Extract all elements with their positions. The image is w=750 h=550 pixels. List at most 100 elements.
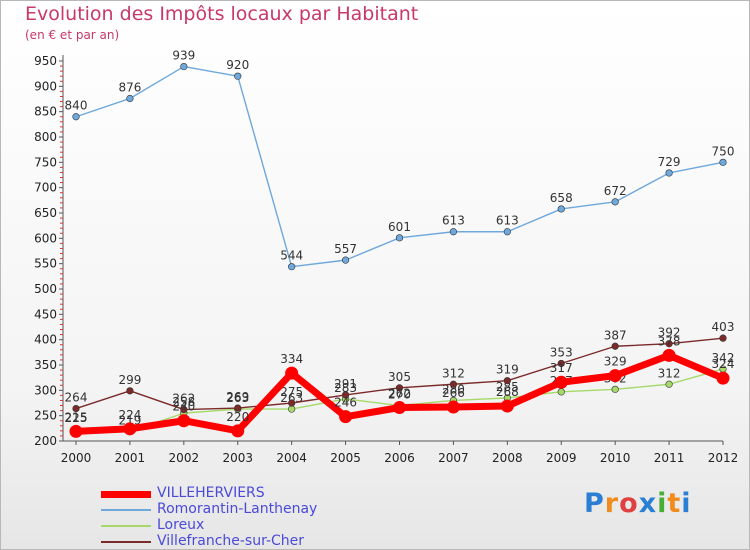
data-point xyxy=(339,410,353,424)
data-label: 729 xyxy=(658,155,681,169)
data-label: 275 xyxy=(280,385,303,399)
data-point xyxy=(126,94,134,103)
data-point xyxy=(500,399,514,413)
legend-swatch xyxy=(101,541,151,543)
data-label: 246 xyxy=(334,396,357,410)
legend-label: VILLEHERVIERS xyxy=(157,485,265,501)
data-label: 601 xyxy=(388,220,411,234)
data-point xyxy=(449,380,458,388)
x-tick-label: 2005 xyxy=(330,451,361,465)
data-label: 329 xyxy=(604,355,627,369)
data-label: 270 xyxy=(388,388,411,402)
data-label: 305 xyxy=(388,370,411,384)
data-point xyxy=(557,205,565,213)
data-point xyxy=(557,359,565,368)
data-point xyxy=(611,198,619,206)
data-point xyxy=(446,400,460,414)
data-point xyxy=(662,348,676,362)
logo-letter: P xyxy=(584,488,605,519)
data-label: 387 xyxy=(604,328,627,342)
data-point xyxy=(503,228,511,236)
x-tick-label: 2007 xyxy=(438,451,469,465)
data-label: 557 xyxy=(334,242,357,256)
x-tick-label: 2004 xyxy=(276,451,307,465)
y-tick-label: 750 xyxy=(34,155,57,169)
data-label: 324 xyxy=(712,357,735,371)
data-label: 920 xyxy=(226,58,249,72)
y-tick-label: 650 xyxy=(34,206,57,220)
y-tick-label: 450 xyxy=(34,307,57,321)
y-tick-label: 500 xyxy=(34,282,57,296)
y-tick-label: 550 xyxy=(34,257,57,271)
x-tick-label: 2008 xyxy=(492,451,523,465)
y-tick-label: 850 xyxy=(34,105,57,119)
data-label: 263 xyxy=(226,391,249,405)
data-label: 299 xyxy=(118,373,141,387)
y-tick-label: 400 xyxy=(34,333,57,347)
legend-item: Villefranche-sur-Cher xyxy=(101,533,361,550)
data-label: 312 xyxy=(658,366,681,380)
y-tick-label: 200 xyxy=(34,434,57,448)
legend-label: Villefranche-sur-Cher xyxy=(157,533,305,549)
series-romorantin-lanthenay: 840 876 939 920 544 557 601 613 613 658 672 729 750 xyxy=(65,49,735,271)
x-tick-label: 2012 xyxy=(708,451,739,465)
data-point xyxy=(608,369,622,383)
data-point xyxy=(72,404,80,413)
legend-label: Loreux xyxy=(157,517,205,533)
y-axis: 200 250 300 350 400 450 500 550 600 650 700 750 800 8… xyxy=(34,54,64,448)
x-tick-label: 2009 xyxy=(546,451,577,465)
data-label: 219 xyxy=(118,413,141,427)
logo-letter: o xyxy=(619,488,639,519)
data-label: 264 xyxy=(65,391,88,405)
x-tick-label: 2001 xyxy=(115,451,146,465)
data-point xyxy=(341,391,350,399)
data-label: 240 xyxy=(172,400,195,414)
data-label: 353 xyxy=(550,345,573,359)
legend-swatch xyxy=(101,525,151,527)
y-tick-label: 700 xyxy=(34,181,57,195)
data-point xyxy=(395,384,404,392)
data-point xyxy=(288,399,296,407)
data-label: 613 xyxy=(442,214,465,228)
legend-item: VILLEHERVIERS xyxy=(101,485,361,502)
data-label: 225 xyxy=(65,411,88,425)
data-point xyxy=(393,401,406,415)
y-tick-label: 600 xyxy=(34,231,57,245)
series-villefranche-sur-cher: 264 299 262 269 275 291 305 312 319 353 387 392 403 xyxy=(65,320,735,414)
proxiti-logo: Proxiti xyxy=(584,488,692,519)
data-point xyxy=(719,334,727,342)
data-point xyxy=(123,422,137,436)
data-label: 312 xyxy=(442,366,465,380)
y-tick-label: 350 xyxy=(34,358,57,372)
x-tick-label: 2006 xyxy=(384,451,415,465)
data-point xyxy=(177,414,191,428)
data-label: 317 xyxy=(550,361,573,375)
data-label: 840 xyxy=(65,99,88,113)
data-point xyxy=(665,380,673,388)
data-label: 262 xyxy=(172,392,195,406)
x-axis: 2000 2001 2002 2003 2004 2005 2006 2007 2008 2009… xyxy=(61,440,739,465)
data-point xyxy=(288,405,296,413)
data-label: 283 xyxy=(334,381,357,395)
data-label: 215 xyxy=(65,410,88,424)
data-label: 268 xyxy=(496,385,519,399)
data-point xyxy=(69,424,83,438)
y-tick-label: 800 xyxy=(34,130,57,144)
legend: VILLEHERVIERS Romorantin-Lanthenay Loreux V… xyxy=(101,485,361,550)
x-tick-label: 2010 xyxy=(600,451,631,465)
series-layer: 840 876 939 920 544 557 601 613 613 658 672 729 750 2… xyxy=(65,49,735,438)
data-label: 262 xyxy=(388,387,411,401)
series-villeherviers: 215 224 240 220 334 246 262 266 268 317 329 378 324 xyxy=(65,334,735,438)
chart-title: Evolution des Impôts locaux par Habitant xyxy=(25,3,419,25)
data-point xyxy=(231,424,245,438)
data-label: 403 xyxy=(712,320,735,334)
data-point xyxy=(611,342,619,350)
data-label: 291 xyxy=(334,377,357,391)
data-point xyxy=(503,377,511,385)
data-label: 876 xyxy=(118,80,141,94)
data-label: 750 xyxy=(712,144,735,158)
y-tick-label: 950 xyxy=(34,54,57,68)
data-label: 319 xyxy=(496,363,519,377)
legend-swatch xyxy=(101,490,151,498)
